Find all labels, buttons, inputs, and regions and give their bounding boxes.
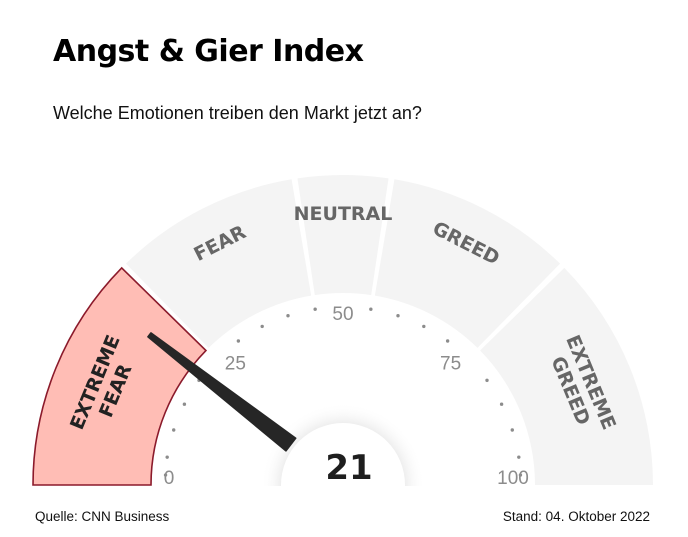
tick-dot	[396, 314, 400, 318]
tick-dot	[445, 339, 450, 343]
page-title: Angst & Gier Index	[53, 34, 364, 69]
tick-dot	[260, 324, 264, 329]
tick-label-75: 75	[440, 353, 461, 374]
tick-dot	[286, 314, 290, 318]
tick-dot	[165, 455, 169, 459]
tick-label-50: 50	[332, 304, 353, 325]
tick-dot	[518, 473, 523, 477]
gauge-band-extreme-greed	[480, 267, 653, 485]
gauge-ticks	[163, 307, 523, 477]
gauge-band-greed	[374, 179, 561, 348]
tick-dot	[485, 378, 489, 383]
gauge-band-neutral	[297, 175, 389, 296]
tick-dot	[236, 339, 241, 343]
tick-dot	[172, 428, 176, 432]
tick-dot	[510, 428, 514, 432]
tick-dot	[422, 324, 426, 329]
gauge-band-extreme-fear	[32, 266, 208, 486]
tick-dot	[517, 455, 521, 459]
tick-label-100: 100	[497, 468, 529, 489]
tick-dot	[182, 402, 187, 406]
tick-dot	[163, 473, 168, 477]
gauge-value: 21	[325, 448, 372, 488]
tick-label-25: 25	[225, 353, 246, 374]
page-subtitle: Welche Emotionen treiben den Markt jetzt…	[53, 103, 422, 123]
gauge-needle	[147, 332, 297, 452]
tick-dot	[499, 402, 504, 406]
band-label-neutral: NEUTRAL	[294, 203, 393, 225]
source-note: Quelle: CNN Business	[35, 509, 170, 524]
date-note: Stand: 04. Oktober 2022	[502, 509, 650, 524]
tick-dot	[369, 307, 373, 311]
baseline-mask	[0, 486, 688, 537]
gauge-bands	[32, 175, 653, 486]
tick-dot	[313, 307, 317, 311]
gauge-band-fear	[125, 179, 312, 348]
gauge-tick-labels: 0 25 50 75 100	[164, 304, 529, 489]
tick-label-0: 0	[164, 468, 175, 489]
